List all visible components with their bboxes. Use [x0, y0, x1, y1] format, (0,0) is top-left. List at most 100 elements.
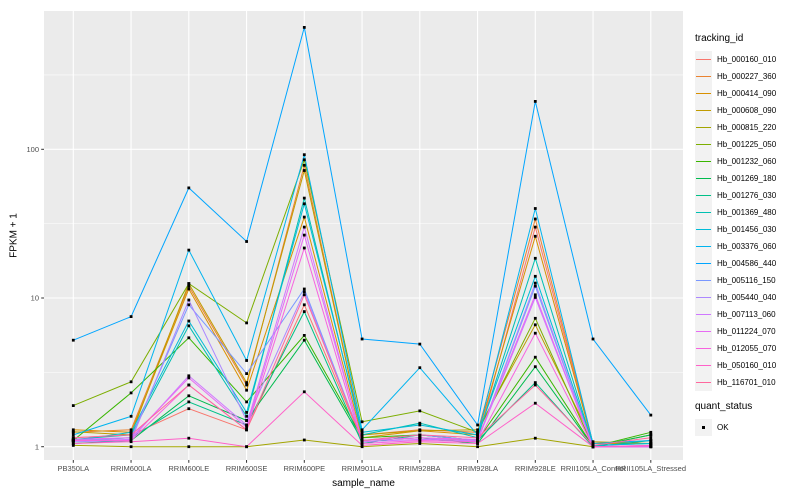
data-point [302, 438, 306, 442]
data-point [129, 440, 133, 444]
data-point [71, 436, 75, 440]
legend-key-swatch [695, 357, 712, 374]
data-point [302, 293, 306, 297]
legend-line-icon [696, 228, 711, 231]
legend-item: Hb_116701_010 [695, 374, 800, 391]
data-point [360, 433, 364, 437]
data-point [649, 439, 653, 442]
legend-item: Hb_004586_440 [695, 255, 800, 272]
data-point [360, 439, 364, 442]
y-tick-label: 10 [31, 294, 39, 303]
data-point [129, 414, 133, 418]
data-point [302, 233, 306, 237]
data-point [129, 391, 133, 395]
data-point [187, 400, 191, 404]
data-point [245, 372, 248, 375]
legend-item-label: Hb_001369_480 [717, 208, 777, 217]
data-point [533, 207, 537, 210]
data-point [476, 442, 479, 445]
data-point [71, 428, 75, 432]
legend-point-icon [702, 426, 705, 429]
plot-panel [44, 11, 683, 460]
data-point [245, 414, 248, 418]
data-point [245, 419, 248, 422]
data-point [302, 310, 306, 313]
legend-item-label: Hb_000608_090 [717, 106, 777, 115]
data-point [302, 290, 306, 294]
data-point [360, 444, 364, 447]
data-point [302, 287, 306, 291]
data-point [302, 163, 306, 167]
legend-item: Hb_001269_180 [695, 170, 800, 187]
data-point [649, 430, 653, 434]
data-point [302, 246, 306, 250]
legend-line-icon [696, 279, 711, 282]
legend-line-icon [696, 160, 711, 163]
data-point [533, 293, 537, 297]
data-point [129, 430, 133, 434]
data-point [302, 26, 306, 29]
data-point [533, 323, 537, 327]
data-point [360, 436, 364, 440]
legend-line-icon [696, 143, 711, 146]
legend-title-quant-status: quant_status [695, 401, 753, 412]
legend-item: Hb_007113_060 [695, 306, 800, 323]
legend-key-swatch [695, 374, 712, 391]
data-point [476, 423, 479, 427]
legend-item-label: Hb_005116_150 [717, 276, 776, 285]
data-point [245, 388, 248, 392]
data-point [187, 383, 191, 387]
data-point [187, 436, 191, 440]
data-point [129, 433, 133, 437]
legend-item: Hb_000227_360 [695, 68, 800, 85]
data-point [649, 436, 653, 440]
data-point [360, 442, 364, 445]
data-point [476, 433, 479, 437]
legend-item: Hb_000160_010 [695, 51, 800, 68]
x-tick-label: RRII105LA_Stressed [616, 464, 686, 473]
x-tick-label: RRII105LA_Control [561, 464, 626, 473]
data-point [418, 442, 422, 445]
data-point [476, 436, 479, 440]
data-point [187, 282, 191, 285]
data-point [533, 381, 537, 384]
data-point [129, 445, 133, 449]
data-point [360, 430, 364, 434]
legend-items: Hb_000160_010 Hb_000227_360 Hb_000414_090 H… [695, 51, 800, 391]
legend-key-swatch [695, 323, 712, 340]
data-point [245, 383, 248, 387]
data-point [476, 428, 479, 432]
legend-item: Hb_001276_030 [695, 187, 800, 204]
data-point [302, 169, 306, 172]
legend-item-label: Hb_001232_060 [717, 157, 777, 166]
data-point [302, 334, 306, 337]
x-tick-label: RRIM928BA [399, 464, 441, 473]
data-point [649, 442, 653, 445]
legend-key-swatch [695, 221, 712, 238]
legend-item-label: Hb_003376_060 [717, 242, 777, 251]
data-point [302, 225, 306, 229]
legend-item-label: Hb_005440_040 [717, 293, 777, 302]
data-point [187, 287, 191, 291]
data-point [418, 409, 422, 413]
data-point [418, 429, 422, 433]
data-point [187, 376, 191, 380]
data-point [187, 186, 191, 190]
legend-key-swatch [695, 340, 712, 357]
x-tick-label: RRIM600LA [111, 464, 152, 473]
data-point [418, 423, 422, 427]
data-point [71, 439, 75, 442]
legend-item: Hb_000815_220 [695, 119, 800, 136]
legend-key-swatch [695, 255, 712, 272]
quant-legend-item: OK [695, 419, 800, 436]
data-point [302, 303, 306, 307]
legend-key-swatch [695, 306, 712, 323]
x-tick-label: RRIM928LA [457, 464, 498, 473]
data-point [649, 433, 653, 437]
legend-line-icon [696, 296, 711, 299]
legend-item-label: Hb_012055_070 [717, 344, 777, 353]
x-axis-title: sample_name [332, 478, 395, 489]
data-point [418, 433, 422, 437]
data-point [533, 296, 537, 299]
legend-line-icon [696, 262, 711, 265]
